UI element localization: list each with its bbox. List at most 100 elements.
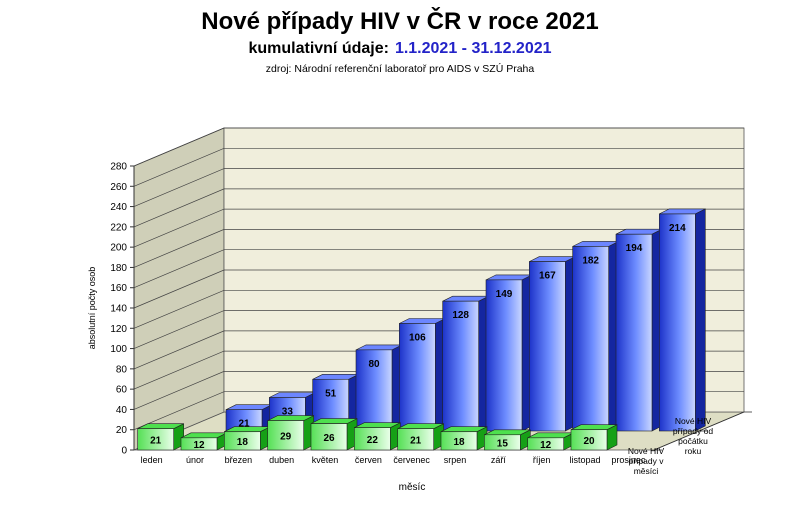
y-tick-label: 280 xyxy=(110,162,127,173)
gridline xyxy=(133,127,744,167)
y-tick-label: 60 xyxy=(116,385,128,396)
bar-front xyxy=(527,437,564,451)
bar-value-label: 182 xyxy=(582,255,599,266)
bar-cumulative-5: 106 xyxy=(399,318,446,432)
bar-front xyxy=(267,420,304,451)
bar-value-label: 149 xyxy=(496,289,513,300)
bar-cumulative-8: 167 xyxy=(529,256,576,432)
y-axis-label: absolutní počty osob xyxy=(87,267,97,350)
bar-value-label: 26 xyxy=(323,433,335,444)
bar-monthly-6: 21 xyxy=(397,423,445,451)
bar-monthly-10: 20 xyxy=(570,424,618,451)
depth-label-monthly: Nové HIV případy v měsíci xyxy=(628,446,665,476)
y-tick-label: 180 xyxy=(110,263,127,274)
bar-front xyxy=(137,428,174,451)
bar-monthly-7: 18 xyxy=(440,426,488,451)
gridline xyxy=(133,208,744,248)
gridline xyxy=(133,249,744,289)
bar-front xyxy=(180,437,218,451)
bar-front xyxy=(659,213,696,432)
y-tick-label: 80 xyxy=(116,364,128,375)
bar-cumulative-11: 214 xyxy=(659,208,706,432)
gridline xyxy=(133,147,744,187)
x-tick-label: duben xyxy=(269,455,294,465)
bar-front xyxy=(485,279,523,432)
subtitle-date-range: 1.1.2021 - 31.12.2021 xyxy=(394,40,552,57)
bar-front xyxy=(572,246,609,432)
y-tick-label: 260 xyxy=(110,182,127,193)
bar-value-label: 21 xyxy=(410,435,422,446)
bar-monthly-5: 22 xyxy=(354,422,401,451)
bar-monthly-0: 21 xyxy=(137,423,184,451)
bar-monthly-3: 29 xyxy=(267,415,315,451)
bar-monthly-8: 15 xyxy=(484,429,531,451)
bar-side xyxy=(694,208,706,432)
bar-monthly-1: 12 xyxy=(180,432,228,451)
y-tick-label: 220 xyxy=(110,222,127,233)
bar-value-label: 15 xyxy=(497,438,509,449)
bar-value-label: 29 xyxy=(280,431,292,442)
x-tick-label: únor xyxy=(186,455,204,465)
bar-monthly-4: 26 xyxy=(310,418,358,451)
y-tick-label: 40 xyxy=(116,405,128,416)
x-axis-label: měsíc xyxy=(399,482,426,493)
y-tick-label: 100 xyxy=(110,344,127,355)
bar-value-label: 12 xyxy=(193,440,205,451)
bar-front xyxy=(615,233,653,432)
bar-front xyxy=(399,323,436,432)
y-tick-label: 200 xyxy=(110,243,127,254)
gridline xyxy=(133,229,744,268)
y-tick-label: 140 xyxy=(110,304,127,315)
gridline xyxy=(133,168,744,207)
y-tick-label: 120 xyxy=(110,324,127,335)
x-tick-label: listopad xyxy=(569,455,600,465)
bar-value-label: 214 xyxy=(669,223,686,234)
bar-monthly-2: 18 xyxy=(224,426,271,451)
bar-value-label: 33 xyxy=(282,407,294,418)
bar-value-label: 21 xyxy=(238,419,250,430)
bar-cumulative-4: 80 xyxy=(355,344,403,432)
chart-title: Nové případy HIV v ČR v roce 2021 xyxy=(201,8,599,35)
bar-front xyxy=(440,431,478,451)
depth-label-cumulative: Nové HIV případy od počátku roku xyxy=(673,416,713,456)
bar-front xyxy=(529,261,566,432)
x-tick-label: červen xyxy=(355,455,382,465)
bar-cumulative-6: 128 xyxy=(442,295,490,432)
y-tick-label: 160 xyxy=(110,283,127,294)
x-tick-label: prosinec xyxy=(611,455,646,465)
bar-value-label: 18 xyxy=(237,437,249,448)
bar-value-label: 22 xyxy=(367,435,379,446)
bar-value-label: 51 xyxy=(325,388,337,399)
bar-cumulative-9: 182 xyxy=(572,240,620,432)
bar-front xyxy=(355,349,393,432)
bar-cumulative-7: 149 xyxy=(485,274,533,432)
bar-value-label: 20 xyxy=(583,436,595,447)
bar-value-label: 80 xyxy=(368,359,380,370)
bar-front xyxy=(224,431,261,451)
bar-front xyxy=(310,423,348,451)
x-tick-label: červenec xyxy=(393,455,430,465)
bar-front xyxy=(354,427,391,451)
x-tick-label: srpen xyxy=(444,455,467,465)
bar-value-label: 21 xyxy=(150,435,162,446)
y-tick-label: 240 xyxy=(110,202,127,213)
y-tick-label: 0 xyxy=(121,446,127,457)
gridline xyxy=(133,188,744,228)
subtitle-label: kumulativní údaje: xyxy=(248,40,389,57)
x-tick-label: leden xyxy=(141,455,163,465)
bar-front xyxy=(397,428,434,451)
chart-subtitle: kumulativní údaje: 1.1.2021 - 31.12.2021 xyxy=(0,40,800,58)
bar-front xyxy=(442,300,479,432)
bar-value-label: 12 xyxy=(540,440,552,451)
bar-front xyxy=(570,429,608,451)
x-tick-label: květen xyxy=(312,455,339,465)
x-tick-label: březen xyxy=(225,455,253,465)
bar-monthly-9: 12 xyxy=(527,432,575,451)
bar-value-label: 128 xyxy=(452,310,469,321)
bar-front xyxy=(484,434,521,451)
bar-value-label: 167 xyxy=(539,271,556,282)
bar-cumulative-10: 194 xyxy=(615,228,663,432)
chart-source: zdroj: Národní referenční laboratoř pro … xyxy=(265,63,535,75)
bar-value-label: 194 xyxy=(626,243,643,254)
